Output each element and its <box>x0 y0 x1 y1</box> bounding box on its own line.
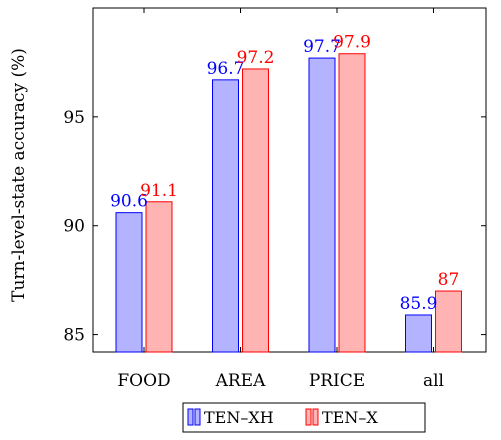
y-tick-label: 95 <box>63 108 85 128</box>
data-label: 97.7 <box>303 37 341 57</box>
y-tick-label: 90 <box>63 217 85 237</box>
x-tick-label: PRICE <box>309 371 365 391</box>
bar-ten-xh-price <box>308 57 336 353</box>
plot-frame <box>92 7 487 353</box>
legend-swatch <box>305 408 312 426</box>
legend-swatch <box>194 408 201 426</box>
data-label: 87 <box>438 270 460 290</box>
y-tick-label: 85 <box>63 326 85 346</box>
bars <box>115 53 462 353</box>
bar-ten-x-all <box>435 290 462 353</box>
bar-ten-x-price <box>338 53 366 353</box>
y-axis-title: Turn-level-state accuracy (%) <box>9 48 29 302</box>
x-tick-label: AREA <box>215 371 266 391</box>
data-label: 85.9 <box>400 294 438 314</box>
x-axis-labels: FOOD AREA PRICE all <box>117 371 444 391</box>
legend-label: TEN–X <box>322 408 378 427</box>
legend-swatch <box>187 408 194 426</box>
data-label: 97.2 <box>237 48 275 68</box>
y-axis-ticks: 85 90 95 <box>63 108 486 346</box>
bar-ten-xh-food <box>115 212 143 353</box>
legend: TEN–XH TEN–X <box>182 402 426 433</box>
bar-ten-xh-area <box>212 79 239 353</box>
data-label: 96.7 <box>207 59 245 79</box>
bar-ten-xh-all <box>405 314 432 353</box>
bar-ten-x-food <box>145 201 173 353</box>
data-label: 90.6 <box>110 192 148 212</box>
bar-ten-x-area <box>242 68 269 353</box>
x-tick-label: FOOD <box>117 371 170 391</box>
axes-frame <box>92 7 487 353</box>
x-tick-label: all <box>423 371 444 391</box>
data-label: 91.1 <box>140 181 178 201</box>
legend-swatch <box>312 408 319 426</box>
legend-label: TEN–XH <box>204 408 274 427</box>
legend-box <box>182 402 426 433</box>
data-labels: 90.691.1 96.797.2 97.797.9 85.987 <box>110 33 459 314</box>
data-label: 97.9 <box>333 33 371 53</box>
